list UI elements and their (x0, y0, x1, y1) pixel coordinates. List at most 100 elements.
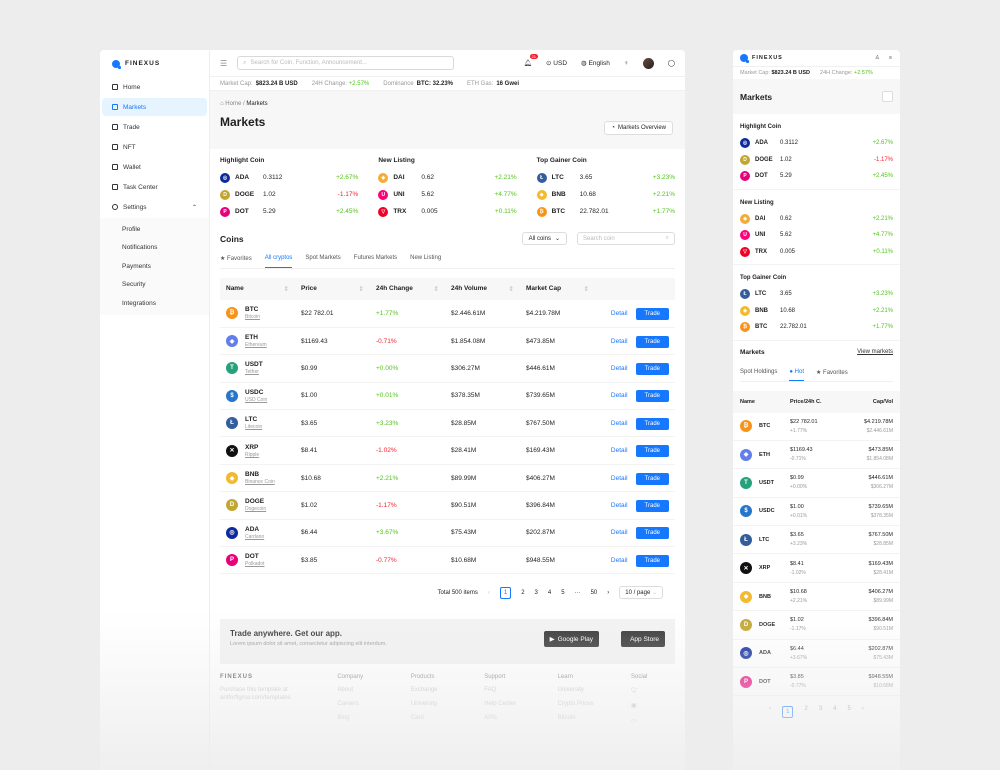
col-name[interactable]: Name ⇕ (220, 278, 295, 300)
table-row[interactable]: ◎ ADA Cardano $6.44 +3.67% $75.43M $202.87… (220, 519, 675, 548)
table-row[interactable]: T USDT Tether $0.99 +0.00% $306.27M $446.6… (220, 354, 675, 383)
list-item[interactable]: Ł LTC 3.65 +3.23% (740, 286, 893, 303)
list-item[interactable]: D DOGE $1.02 -1.17% $396.84M $90.51M (733, 611, 900, 640)
list-item[interactable]: T USDT $0.99 +0.00% $446.61M $306.27M (733, 469, 900, 498)
detail-link[interactable]: Detail (610, 337, 628, 345)
list-item[interactable]: P DOT 5.29 +2.45% (220, 203, 358, 220)
list-item[interactable]: ₿ BTC $22 782.01 +1.77% $4.219.78M $2.446.6… (733, 413, 900, 441)
coin-filter-select[interactable]: All coins ⌄ (521, 232, 567, 245)
table-row[interactable]: ✕ XRP Ripple $8.41 -1.02% $28.41M $169.43M… (220, 436, 675, 465)
notification-bell[interactable]: 🔔︎ 21 (524, 54, 539, 67)
sidebar-item-trade[interactable]: Trade (102, 118, 207, 136)
sidebar-item-task-center[interactable]: Task Center (102, 178, 207, 196)
google-play-button[interactable]: ▶ Google Play (543, 631, 599, 648)
list-item[interactable]: ✕ XRP $8.41 -1.02% $169.43M $28.41M (733, 554, 900, 583)
list-item[interactable]: U UNI 5.62 +4.77% (740, 227, 893, 244)
sidebar-item-markets[interactable]: Markets (102, 98, 207, 116)
list-item[interactable]: ◆ ETH $1169.43 -0.71% $473.85M $1.854.08M (733, 441, 900, 470)
list-item[interactable]: P DOT 5.29 +2.45% (740, 168, 893, 185)
detail-link[interactable]: Detail (610, 556, 628, 564)
page-3[interactable]: 3 (534, 589, 538, 596)
list-item[interactable]: Ł LTC 3.65 +3.23% (536, 169, 675, 186)
trade-button[interactable]: Trade (635, 307, 669, 320)
col-volume[interactable]: 24h Volume ⇕ (445, 278, 520, 300)
sidebar-item-integrations[interactable]: Integrations (122, 299, 156, 307)
list-item[interactable]: Ł LTC $3.65 +3.23% $767.50M $28.85M (733, 526, 900, 555)
settings-icon[interactable]: ◯ (667, 60, 675, 67)
page-1[interactable]: 1 (499, 586, 512, 599)
search-input[interactable]: ⌕ Search for Coin, Function, Announcement… (237, 56, 455, 70)
list-item[interactable]: ◈ DAI 0.62 +2.21% (378, 169, 517, 186)
trade-button[interactable]: Trade (635, 390, 669, 403)
youtube-icon[interactable]: ▭ (630, 718, 637, 725)
sidebar-item-profile[interactable]: Profile (122, 225, 141, 233)
page-5[interactable]: 5 (561, 589, 565, 596)
breadcrumb-home[interactable]: Home (225, 101, 242, 107)
markets-overview-button[interactable]: ◔ Markets Overview (604, 121, 673, 135)
sidebar-item-settings[interactable]: Settings ⌃ (102, 198, 207, 216)
sidebar-item-nft[interactable]: NFT (102, 138, 207, 156)
list-item[interactable]: ◎ ADA $6.44 +3.67% $202.87M $75.43M (733, 640, 900, 669)
coin-search-input[interactable]: Search coin ⌕ (577, 232, 675, 245)
tab-favorites[interactable]: ★ Favorites (816, 369, 848, 376)
sidebar-item-payments[interactable]: Payments (122, 262, 151, 270)
prev-page-icon[interactable]: ‹ (769, 706, 772, 713)
table-row[interactable]: D DOGE Dogecoin $1.02 -1.17% $90.51M $396.… (220, 491, 675, 520)
detail-link[interactable]: Detail (610, 364, 628, 372)
tab-futures-markets[interactable]: Futures Markets (353, 255, 398, 261)
trade-button[interactable]: Trade (635, 417, 669, 430)
list-item[interactable]: ◆ BNB 10.68 +2.21% (536, 186, 675, 203)
list-item[interactable]: ◎ ADA 0.3112 +2.67% (740, 135, 893, 152)
list-item[interactable]: ₿ BTC 22.782.01 +1.77% (536, 203, 675, 220)
theme-bulb-icon[interactable]: ♀ (623, 59, 629, 67)
trade-button[interactable]: Trade (635, 527, 669, 540)
trade-button[interactable]: Trade (635, 499, 669, 512)
page-4[interactable]: 4 (547, 589, 552, 596)
twitter-icon[interactable]: 🐦︎ (630, 688, 639, 695)
tab-spot-markets[interactable]: Spot Markets (305, 255, 341, 261)
list-item[interactable]: D DOGE 1.02 -1.17% (220, 186, 358, 203)
next-page-icon[interactable]: › (861, 706, 864, 713)
detail-link[interactable]: Detail (610, 392, 628, 400)
prev-page-icon[interactable]: ‹ (487, 589, 490, 596)
detail-link[interactable]: Detail (610, 501, 628, 509)
table-row[interactable]: ₿ BTC Bitcoin $22 782.01 +1.77% $2.446.61M… (220, 300, 675, 328)
menu-toggle-icon[interactable]: ☰ (220, 58, 228, 68)
menu-icon[interactable]: ≡ (888, 55, 893, 61)
col-price[interactable]: Price ⇕ (295, 278, 370, 300)
page-50[interactable]: 50 (590, 589, 598, 596)
user-icon[interactable]: ♙ (874, 55, 881, 61)
tab-spot-holdings[interactable]: Spot Holdings (740, 368, 778, 375)
list-item[interactable]: ▽ TRX 0.005 +0.11% (740, 244, 893, 261)
page-2[interactable]: 2 (521, 589, 525, 596)
list-item[interactable]: ◆ BNB $10.68 +2.21% $406.27M $89.99M (733, 583, 900, 612)
list-item[interactable]: ◈ DAI 0.62 +2.21% (740, 211, 893, 228)
list-item[interactable]: ◆ BNB 10.68 +2.21% (740, 303, 893, 320)
sidebar-item-security[interactable]: Security (122, 281, 146, 289)
list-item[interactable]: ₿ BTC 22.782.01 +1.77% (740, 319, 893, 336)
sidebar-item-wallet[interactable]: Wallet (102, 158, 207, 176)
list-item[interactable]: $ USDC $1.00 +0.01% $739.65M $378.35M (733, 498, 900, 527)
detail-link[interactable]: Detail (610, 529, 628, 537)
app-store-button[interactable]: App Store (621, 631, 665, 648)
tab-hot[interactable]: ● Hot (789, 369, 804, 381)
tab-new-listing[interactable]: New Listing (410, 255, 442, 261)
pie-chart-icon[interactable] (882, 91, 893, 102)
currency-selector[interactable]: ⊙ USD (546, 60, 568, 67)
col-market-cap[interactable]: Market Cap ⇕ (520, 278, 595, 300)
trade-button[interactable]: Trade (635, 335, 669, 348)
detail-link[interactable]: Detail (610, 309, 628, 317)
tab-all-cryptos[interactable]: All cryptos (264, 255, 293, 268)
table-row[interactable]: P DOT Polkadot $3.85 -0.77% $10.68M $948.5… (220, 546, 675, 575)
view-markets-link[interactable]: View markets (857, 348, 893, 355)
table-row[interactable]: $ USDC USD Coin $1.00 +0.01% $378.35M $739… (220, 382, 675, 411)
sidebar-item-notifications[interactable]: Notifications (122, 244, 158, 252)
trade-button[interactable]: Trade (635, 472, 669, 485)
detail-link[interactable]: Detail (610, 447, 628, 455)
sidebar-item-home[interactable]: Home (102, 78, 207, 96)
next-page-icon[interactable]: › (607, 589, 610, 596)
tab-favorites[interactable]: ★ Favorites (220, 256, 252, 262)
trade-button[interactable]: Trade (635, 362, 669, 375)
list-item[interactable]: ▽ TRX 0.005 +0.11% (378, 203, 517, 220)
page-size-select[interactable]: 10 / page ⌄ (619, 586, 663, 600)
